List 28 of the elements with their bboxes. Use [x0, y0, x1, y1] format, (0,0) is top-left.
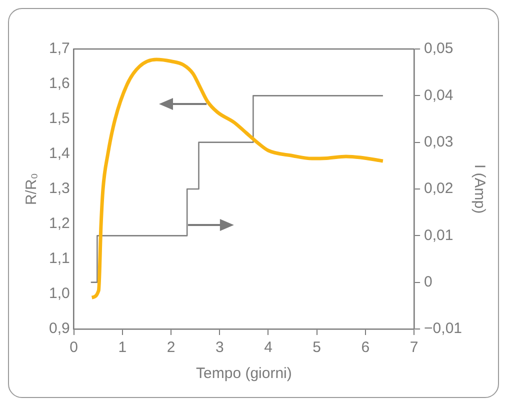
y-tick-label: 1,6: [48, 75, 70, 92]
y2-tick-label: 0,03: [424, 133, 454, 150]
y2-tick-label: −0,01: [424, 320, 462, 338]
y-tick-label: 1,7: [48, 40, 70, 58]
y-tick-label: 1,3: [48, 180, 70, 198]
y2-tick-label: 0,05: [424, 40, 454, 58]
y-axis-title: R/R₀: [23, 172, 40, 206]
line-series: [90, 58, 385, 300]
x-tick-label: 3: [215, 339, 224, 356]
y2-tick-label: 0,04: [424, 86, 454, 104]
x-axis-title: Tempo (giorni): [196, 365, 292, 382]
y2-tick-label: 0,02: [424, 180, 454, 198]
y-tick-label: 0,9: [48, 320, 70, 338]
y-tick-label: 1,0: [48, 285, 70, 302]
y-tick-label: 1,4: [48, 145, 70, 162]
x-tick-label: 6: [361, 339, 370, 356]
x-tick-label: 5: [312, 339, 322, 356]
y2-axis-title: I (Amp): [470, 164, 488, 214]
x-tick-label: 7: [410, 339, 418, 356]
y2-tick-label: 0,01: [424, 226, 454, 244]
y-tick-label: 1,1: [48, 250, 70, 268]
x-tick-label: 1: [118, 339, 127, 356]
y2-tick-label: 0: [424, 273, 432, 290]
x-tick-label: 0: [70, 339, 78, 356]
x-tick-label: 4: [264, 339, 272, 356]
x-tick-label: 2: [166, 339, 176, 356]
y-tick-label: 1,2: [48, 215, 70, 232]
y-tick-label: 1,5: [48, 110, 70, 128]
